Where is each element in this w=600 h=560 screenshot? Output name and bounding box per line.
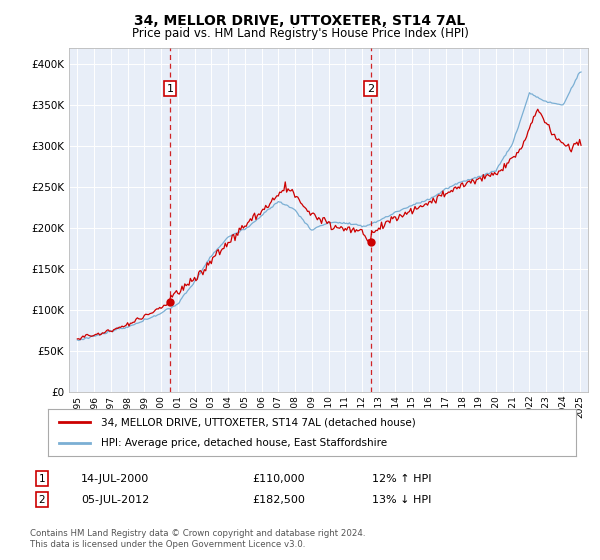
Text: 34, MELLOR DRIVE, UTTOXETER, ST14 7AL (detached house): 34, MELLOR DRIVE, UTTOXETER, ST14 7AL (d…	[101, 417, 416, 427]
Text: 2: 2	[367, 83, 374, 94]
Text: 13% ↓ HPI: 13% ↓ HPI	[372, 494, 431, 505]
Text: 1: 1	[38, 474, 46, 484]
Text: £182,500: £182,500	[252, 494, 305, 505]
Text: 14-JUL-2000: 14-JUL-2000	[81, 474, 149, 484]
Text: 12% ↑ HPI: 12% ↑ HPI	[372, 474, 431, 484]
Text: 05-JUL-2012: 05-JUL-2012	[81, 494, 149, 505]
Text: Contains HM Land Registry data © Crown copyright and database right 2024.
This d: Contains HM Land Registry data © Crown c…	[30, 529, 365, 549]
Text: Price paid vs. HM Land Registry's House Price Index (HPI): Price paid vs. HM Land Registry's House …	[131, 27, 469, 40]
Text: 1: 1	[167, 83, 173, 94]
Text: HPI: Average price, detached house, East Staffordshire: HPI: Average price, detached house, East…	[101, 438, 387, 448]
Text: 34, MELLOR DRIVE, UTTOXETER, ST14 7AL: 34, MELLOR DRIVE, UTTOXETER, ST14 7AL	[134, 14, 466, 28]
Text: 2: 2	[38, 494, 46, 505]
Text: £110,000: £110,000	[252, 474, 305, 484]
